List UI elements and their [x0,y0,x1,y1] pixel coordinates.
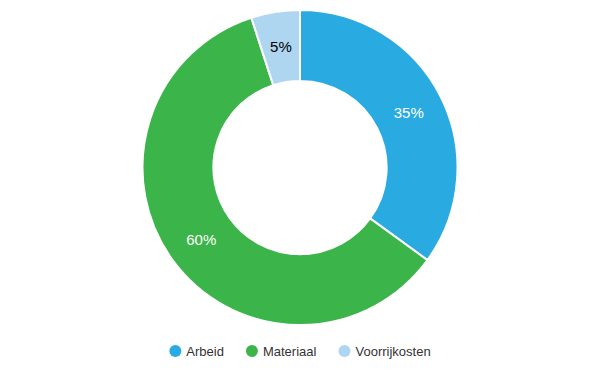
data-labels: 35% 60% 5% [186,38,424,247]
legend-item: Arbeid [169,344,224,359]
slice [251,10,300,85]
legend-label: Arbeid [186,344,224,359]
donut [142,10,457,325]
data-label: 5% [270,38,292,55]
data-label: 35% [394,104,424,121]
legend: Arbeid Materiaal Voorrijkosten [169,344,430,359]
legend-label: Voorrijkosten [356,344,431,359]
legend-marker [339,345,351,357]
chart: 35% 60% 5% Arbeid Materiaal Voorrijkosten [0,0,600,371]
legend-label: Materiaal [263,344,317,359]
data-label: 60% [186,231,216,248]
legend-marker [246,345,258,357]
legend-item: Voorrijkosten [339,344,431,359]
legend-item: Materiaal [246,344,317,359]
legend-marker [169,345,181,357]
slice [300,10,457,260]
